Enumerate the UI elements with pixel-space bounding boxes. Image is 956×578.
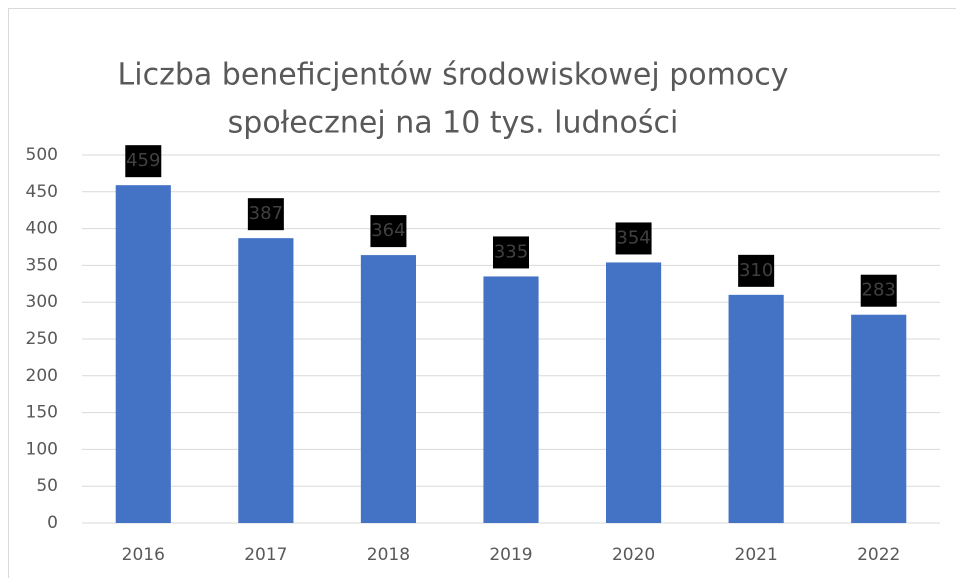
value-label: 283 bbox=[862, 280, 896, 301]
value-label: 310 bbox=[739, 260, 773, 281]
bar bbox=[483, 276, 539, 523]
value-label-box bbox=[370, 215, 407, 248]
y-tick-label: 300 bbox=[26, 292, 58, 312]
value-label: 335 bbox=[494, 241, 528, 262]
y-tick-label: 450 bbox=[26, 182, 58, 202]
y-tick-label: 350 bbox=[26, 255, 58, 275]
value-label-box bbox=[125, 145, 162, 178]
y-tick-label: 50 bbox=[36, 476, 58, 496]
y-tick-label: 0 bbox=[47, 513, 58, 533]
value-label: 354 bbox=[616, 227, 650, 248]
bar bbox=[851, 314, 907, 523]
x-tick-label: 2020 bbox=[612, 545, 655, 565]
y-tick-label: 200 bbox=[26, 366, 58, 386]
bar bbox=[728, 294, 784, 523]
x-tick-label: 2016 bbox=[122, 545, 165, 565]
x-tick-label: 2018 bbox=[367, 545, 410, 565]
value-label-box bbox=[615, 222, 652, 255]
x-tick-label: 2021 bbox=[735, 545, 778, 565]
chart-title: Liczba beneficjentów środowiskowej pomoc… bbox=[118, 58, 789, 93]
y-tick-label: 250 bbox=[26, 329, 58, 349]
bar bbox=[605, 262, 662, 523]
bar bbox=[360, 255, 417, 523]
y-tick-label: 100 bbox=[26, 439, 58, 459]
x-tick-label: 2017 bbox=[244, 545, 287, 565]
value-label-box bbox=[247, 198, 284, 231]
x-tick-label: 2022 bbox=[857, 545, 900, 565]
value-label-box bbox=[738, 254, 775, 287]
chart-title: społecznej na 10 tys. ludności bbox=[228, 106, 679, 141]
value-label: 387 bbox=[249, 203, 283, 224]
bar bbox=[115, 185, 171, 523]
y-tick-label: 400 bbox=[26, 219, 58, 239]
value-label: 364 bbox=[371, 220, 405, 241]
x-tick-label: 2019 bbox=[489, 545, 532, 565]
value-label-box bbox=[493, 236, 529, 269]
y-tick-label: 150 bbox=[26, 403, 58, 423]
bar bbox=[238, 238, 294, 523]
value-label: 459 bbox=[126, 150, 160, 171]
y-tick-label: 500 bbox=[26, 145, 58, 165]
value-label-box bbox=[860, 274, 897, 307]
